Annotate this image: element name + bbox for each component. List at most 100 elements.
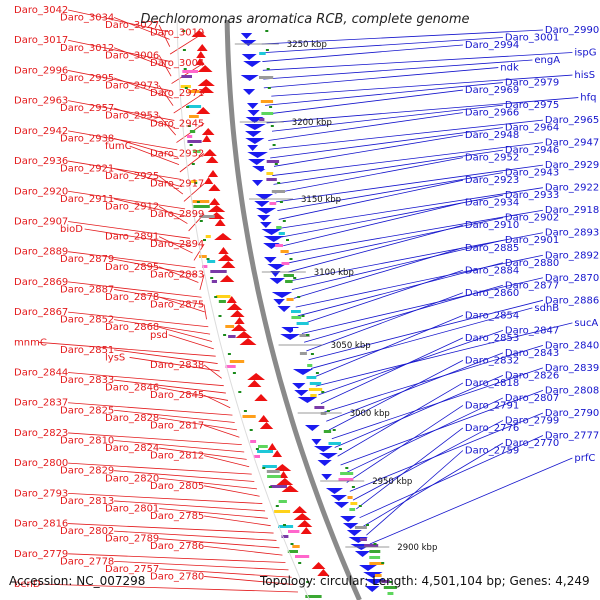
feature-block bbox=[364, 544, 379, 547]
gene-label-forward: Daro_2838 bbox=[150, 360, 204, 371]
label-leader-blue bbox=[288, 224, 464, 273]
gene-label-reverse: Daro_2776 bbox=[465, 423, 519, 434]
gene-label-forward: Daro_2828 bbox=[105, 413, 159, 424]
forward-gene-arrow bbox=[209, 198, 221, 205]
forward-gene-arrow bbox=[254, 394, 268, 401]
label-leader-blue bbox=[362, 442, 504, 527]
feature-block bbox=[320, 412, 327, 415]
label-leader-blue bbox=[343, 397, 504, 475]
label-leader-red bbox=[114, 530, 277, 541]
label-leader-blue bbox=[286, 217, 503, 264]
accession-text: Accession: NC_007298 bbox=[9, 574, 146, 588]
label-leader-red bbox=[113, 47, 171, 70]
feature-block bbox=[323, 430, 332, 433]
reverse-gene-arrow bbox=[263, 236, 284, 242]
gene-label-forward: Daro_2932 bbox=[150, 149, 204, 160]
reverse-gene-arrow bbox=[325, 488, 344, 494]
feature-block bbox=[286, 298, 294, 301]
gene-label-forward: Daro_2889 bbox=[14, 247, 68, 258]
label-leader-blue bbox=[284, 209, 543, 255]
forward-gene-arrow bbox=[221, 261, 236, 268]
forward-gene-arrow bbox=[235, 331, 253, 338]
label-leader-blue bbox=[261, 29, 543, 45]
label-leader-blue bbox=[369, 457, 573, 545]
grid-dash bbox=[238, 391, 242, 393]
label-leader-red bbox=[114, 470, 255, 482]
gene-label-reverse: Daro_2910 bbox=[465, 220, 519, 231]
gene-label-reverse: Daro_2979 bbox=[505, 78, 559, 89]
gene-label-reverse: Daro_2975 bbox=[505, 100, 559, 111]
feature-block bbox=[230, 355, 245, 358]
label-leader-blue bbox=[280, 187, 543, 229]
reverse-gene-arrow bbox=[271, 292, 293, 298]
reverse-gene-arrow bbox=[240, 33, 253, 39]
grid-dash bbox=[266, 68, 270, 70]
reverse-gene-arrow bbox=[245, 138, 265, 144]
gene-label-reverse: Daro_2853 bbox=[465, 333, 519, 344]
forward-gene-arrow bbox=[234, 317, 245, 324]
grid-dash bbox=[210, 277, 214, 279]
feature-block bbox=[309, 382, 322, 385]
forward-gene-arrow bbox=[247, 373, 266, 380]
feature-block bbox=[296, 322, 309, 325]
label-leader-blue bbox=[337, 382, 464, 457]
grid-dash bbox=[351, 486, 355, 488]
forward-gene-arrow bbox=[208, 184, 221, 191]
label-leader-red bbox=[199, 274, 205, 290]
label-leader-red bbox=[113, 138, 179, 158]
gene-label-forward: Daro_2920 bbox=[14, 186, 68, 197]
grid-dash bbox=[289, 258, 293, 260]
forward-gene-arrow bbox=[214, 233, 232, 240]
gene-label-reverse: Daro_2843 bbox=[505, 348, 559, 359]
forward-gene-arrow bbox=[247, 380, 262, 387]
feature-block bbox=[324, 424, 334, 427]
gene-label-forward: Daro_2878 bbox=[105, 292, 159, 303]
grid-dash bbox=[381, 562, 385, 564]
gene-label-forward: Daro_2837 bbox=[14, 398, 68, 409]
label-leader-blue bbox=[334, 375, 504, 448]
grid-dash bbox=[265, 30, 269, 32]
label-leader-red bbox=[173, 92, 205, 114]
label-leader-blue bbox=[297, 262, 504, 317]
reverse-gene-arrow bbox=[248, 159, 266, 165]
feature-block bbox=[278, 232, 285, 235]
feature-block bbox=[228, 335, 236, 338]
label-leader-red bbox=[68, 311, 209, 328]
gene-label-reverse: Daro_2922 bbox=[545, 183, 599, 194]
gene-label-reverse: Daro_2884 bbox=[465, 265, 519, 276]
label-leader-red bbox=[159, 477, 257, 490]
gene-label-reverse: Daro_2918 bbox=[545, 205, 599, 216]
gene-label-reverse: Daro_2826 bbox=[505, 370, 559, 381]
feature-block bbox=[180, 85, 191, 88]
label-leader-red bbox=[68, 523, 274, 534]
feature-block bbox=[189, 130, 196, 133]
label-leader-red bbox=[113, 107, 176, 129]
label-leader-red bbox=[158, 175, 184, 195]
gene-label-forward: Daro_2942 bbox=[14, 126, 68, 137]
gene-label-forward: Daro_2833 bbox=[60, 375, 114, 386]
reverse-gene-arrow bbox=[255, 194, 274, 200]
grid-dash bbox=[306, 334, 310, 336]
gene-label-forward: Daro_3017 bbox=[14, 35, 68, 46]
gene-label-forward: Daro_2824 bbox=[105, 443, 159, 454]
label-leader-blue bbox=[268, 112, 463, 141]
gene-label-forward: Daro_2973 bbox=[105, 81, 159, 92]
label-leader-red bbox=[84, 228, 192, 247]
reverse-gene-arrow bbox=[363, 572, 383, 578]
feature-block bbox=[202, 265, 208, 268]
label-leader-red bbox=[159, 538, 280, 549]
forward-gene-arrow bbox=[267, 443, 277, 450]
label-leader-blue bbox=[271, 134, 463, 168]
gene-label-forward: Daro_3027 bbox=[105, 20, 159, 31]
feature-block bbox=[225, 345, 238, 348]
label-leader-blue bbox=[277, 172, 503, 212]
genome-backbone bbox=[176, 19, 362, 600]
label-leader-red bbox=[168, 334, 214, 350]
label-leader-red bbox=[68, 39, 171, 62]
reverse-gene-arrow bbox=[241, 54, 257, 60]
gene-label-forward: Daro_2844 bbox=[14, 368, 68, 379]
label-leader-blue bbox=[328, 360, 464, 431]
reverse-gene-arrow bbox=[297, 397, 318, 403]
